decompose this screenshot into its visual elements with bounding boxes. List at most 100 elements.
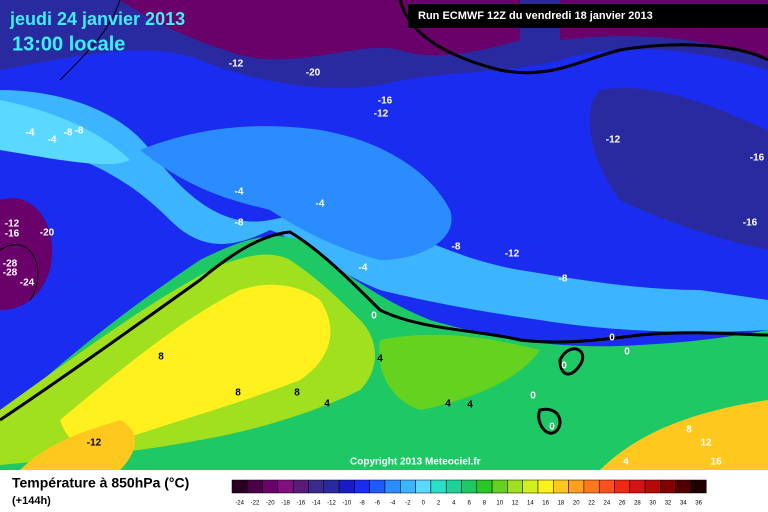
scale-label: 18 xyxy=(558,501,565,507)
scale-swatch xyxy=(292,479,309,494)
scale-label: 34 xyxy=(680,501,687,507)
scale-label: -6 xyxy=(375,501,381,507)
scale-label: -24 xyxy=(235,501,244,507)
scale-swatch xyxy=(537,479,554,494)
scale-swatch xyxy=(247,479,263,494)
contour-label: 4 xyxy=(324,399,330,410)
scale-swatch xyxy=(338,479,355,494)
scale-swatch xyxy=(369,479,386,494)
contour-label: -12 xyxy=(374,109,389,120)
contour-label: -8 xyxy=(559,274,568,285)
contour-label: -4 xyxy=(359,263,368,274)
scale-label: 4 xyxy=(452,501,456,507)
scale-label: 28 xyxy=(634,501,641,507)
contour-label: 0 xyxy=(561,361,567,372)
scale-swatch xyxy=(445,479,462,494)
scale-swatch xyxy=(660,479,676,494)
contour-label: -12 xyxy=(606,135,621,146)
contour-label: -16 xyxy=(5,229,20,240)
scale-swatch xyxy=(277,479,294,494)
contour-label: 0 xyxy=(609,333,615,344)
scale-label: 30 xyxy=(649,501,656,507)
scale-label: -4 xyxy=(390,501,396,507)
scale-label: -22 xyxy=(251,501,260,507)
scale-swatch xyxy=(262,479,279,494)
scale-swatch xyxy=(553,479,569,494)
contour-label: -12 xyxy=(87,438,102,449)
scale-swatch xyxy=(461,479,478,494)
run-banner xyxy=(408,4,768,28)
copyright: Copyright 2013 Meteociel.fr xyxy=(350,457,481,468)
contour-label: -8 xyxy=(235,218,244,229)
contour-label: -4 xyxy=(316,199,325,210)
scale-swatch xyxy=(690,479,707,494)
scale-label: -18 xyxy=(281,501,290,507)
forecast-time: 13:00 locale xyxy=(12,33,125,55)
scale-swatch xyxy=(507,479,523,494)
scale-label: 32 xyxy=(665,501,672,507)
contour-label: -8 xyxy=(75,126,84,137)
scale-label: 20 xyxy=(573,501,580,507)
scale-label: 16 xyxy=(542,501,549,507)
contour-label: 0 xyxy=(624,347,630,358)
scale-label: 2 xyxy=(437,501,441,507)
scale-swatch xyxy=(384,479,401,494)
contour-label: -4 xyxy=(26,128,35,139)
contour-label: -8 xyxy=(452,242,461,253)
contour-label: 4 xyxy=(623,457,629,468)
contour-label: -12 xyxy=(229,59,244,70)
contour-label: -16 xyxy=(743,218,758,229)
contour-label: -4 xyxy=(235,187,244,198)
scale-swatch xyxy=(231,479,248,494)
scale-label: -20 xyxy=(266,501,275,507)
scale-swatch xyxy=(400,479,416,494)
contour-label: -12 xyxy=(505,249,520,260)
scale-swatch xyxy=(476,479,493,494)
scale-label: -14 xyxy=(312,501,321,507)
lead-time: (+144h) xyxy=(12,495,51,507)
scale-swatch xyxy=(430,479,447,494)
contour-label: 16 xyxy=(710,457,722,468)
contour-label: 8 xyxy=(158,352,164,363)
scale-swatch xyxy=(415,479,432,494)
scale-swatch xyxy=(522,479,539,494)
contour-label: 8 xyxy=(294,388,300,399)
contour-labels: -12-20-16-12-4-4-8 -8-12-16-4-4-8-12-16 -2… xyxy=(3,59,765,468)
scale-swatch xyxy=(583,479,600,494)
scale-label: 14 xyxy=(527,501,534,507)
forecast-date: jeudi 24 janvier 2013 xyxy=(9,9,185,29)
contour-label: 4 xyxy=(445,399,451,410)
scale-swatch xyxy=(675,479,692,494)
scale-swatch xyxy=(308,479,325,494)
scale-swatch xyxy=(568,479,585,494)
color-scale: -24 -22 -20 -18 -16 -14 -12 -10 -8 -6 -4 -2 0 2 4 6 8 10 1… xyxy=(231,479,707,507)
contour-label: -12 xyxy=(5,219,20,230)
contour-label: 8 xyxy=(686,425,692,436)
contour-label: -16 xyxy=(750,153,765,164)
scale-label: 0 xyxy=(422,501,426,507)
scale-label: -2 xyxy=(405,501,411,507)
scale-label: -16 xyxy=(297,501,306,507)
scale-swatch xyxy=(644,479,661,494)
scale-swatch xyxy=(614,479,631,494)
scale-label: 36 xyxy=(695,501,702,507)
contour-label: 12 xyxy=(700,438,712,449)
contour-label: -20 xyxy=(40,228,55,239)
contour-label: -28 xyxy=(3,268,18,279)
contour-label: 8 xyxy=(235,388,241,399)
contour-label: -4 xyxy=(48,135,57,146)
scale-label: 6 xyxy=(467,501,471,507)
contour-label: 0 xyxy=(371,311,377,322)
scale-label: -12 xyxy=(327,501,336,507)
scale-label: -10 xyxy=(342,501,351,507)
run-info: Run ECMWF 12Z du vendredi 18 janvier 201… xyxy=(418,10,653,22)
scale-label: 12 xyxy=(512,501,519,507)
contour-label: 0 xyxy=(549,422,555,433)
contour-label: -24 xyxy=(20,278,35,289)
contour-label: 4 xyxy=(467,400,473,411)
contour-label: 4 xyxy=(377,354,383,365)
contour-label: -8 xyxy=(64,128,73,139)
scale-swatch xyxy=(598,479,615,494)
